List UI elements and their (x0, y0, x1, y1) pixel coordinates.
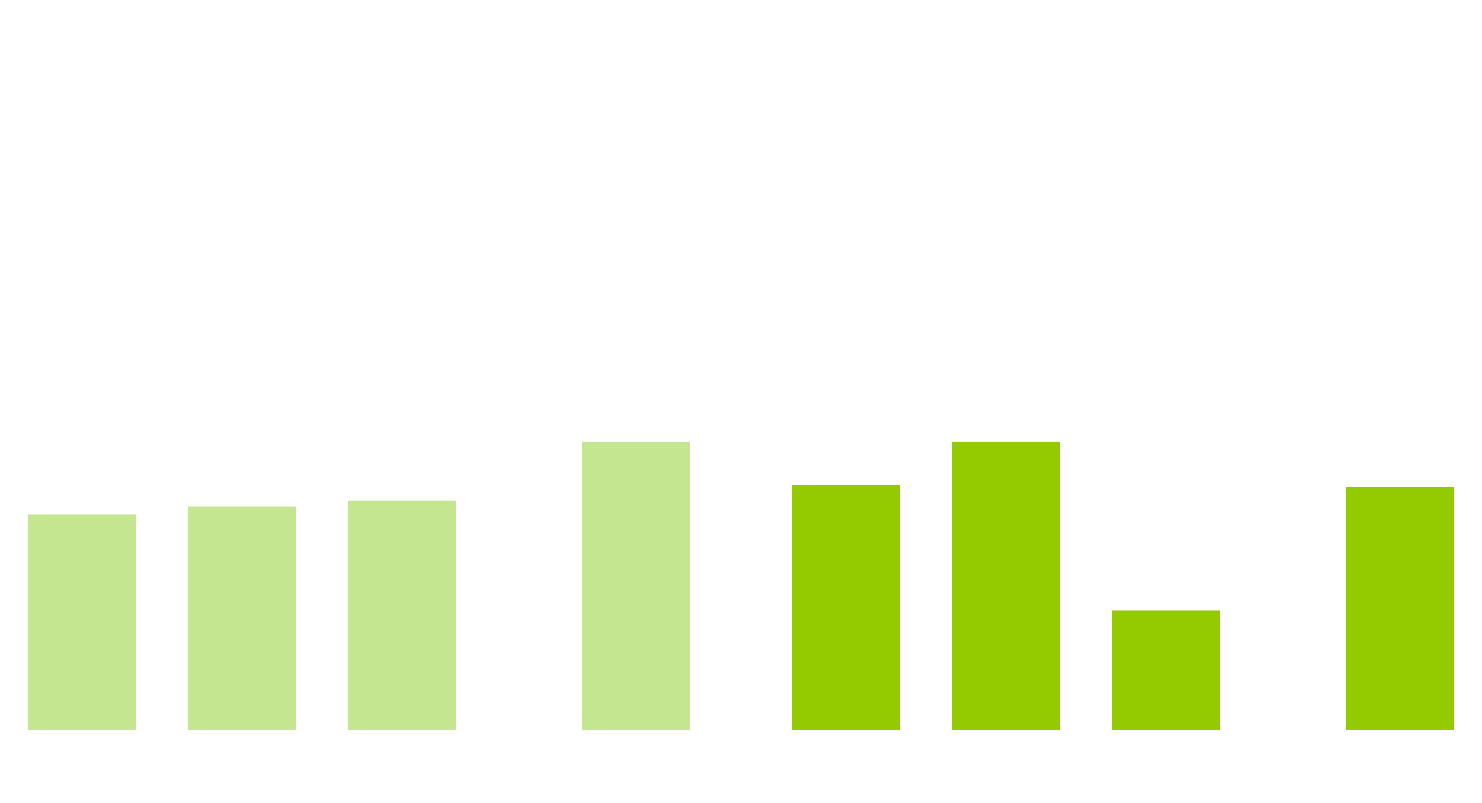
bar-2 (188, 506, 296, 730)
bar-4 (582, 441, 690, 730)
bar-8 (1346, 486, 1454, 730)
bar-1 (28, 514, 136, 730)
bar-series (28, 441, 1454, 730)
bar-5 (792, 485, 900, 730)
bar-7 (1112, 610, 1220, 730)
bar-3 (348, 500, 456, 730)
bar-6 (952, 441, 1060, 730)
